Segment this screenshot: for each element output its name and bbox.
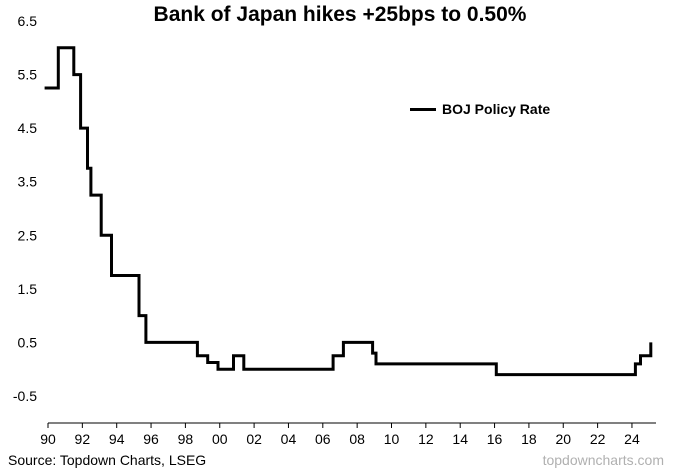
y-tick-label: -0.5 <box>13 388 37 404</box>
source-note: Source: Topdown Charts, LSEG <box>8 452 207 468</box>
x-tick-label: 06 <box>315 431 331 447</box>
watermark: topdowncharts.com <box>542 452 664 468</box>
y-tick-label: 2.5 <box>18 227 38 243</box>
y-tick-label: 5.5 <box>18 67 38 83</box>
x-tick-label: 24 <box>624 431 640 447</box>
y-axis: 6.5 5.5 4.5 3.5 2.5 1.5 0.5 -0.5 <box>13 13 37 404</box>
x-tick-label: 10 <box>384 431 400 447</box>
x-tick-label: 92 <box>75 431 91 447</box>
legend: BOJ Policy Rate <box>410 101 550 117</box>
boj-policy-rate-line <box>44 46 653 377</box>
x-tick-label: 02 <box>246 431 262 447</box>
x-tick-label: 16 <box>487 431 503 447</box>
x-tick-label: 22 <box>590 431 606 447</box>
x-tick-label: 96 <box>143 431 159 447</box>
chart-title: Bank of Japan hikes +25bps to 0.50% <box>153 3 527 26</box>
x-tick-label: 94 <box>109 431 125 447</box>
x-tick-label: 14 <box>452 431 468 447</box>
x-tick-label: 90 <box>40 431 56 447</box>
y-tick-label: 4.5 <box>18 120 38 136</box>
x-axis: 90 92 94 96 98 00 02 04 06 08 10 12 14 16 18 20 22 24 <box>40 423 640 447</box>
x-tick-label: 18 <box>521 431 537 447</box>
y-tick-label: 3.5 <box>18 174 38 190</box>
legend-line-swatch <box>410 107 436 111</box>
y-tick-label: 1.5 <box>18 281 38 297</box>
x-tick-label: 20 <box>555 431 571 447</box>
x-tick-label: 08 <box>349 431 365 447</box>
x-tick-label: 98 <box>178 431 194 447</box>
x-tick-label: 00 <box>212 431 228 447</box>
y-tick-label: 0.5 <box>18 334 38 350</box>
x-tick-label: 12 <box>418 431 434 447</box>
legend-label: BOJ Policy Rate <box>442 101 551 117</box>
x-tick-label: 04 <box>281 431 297 447</box>
y-tick-label: 6.5 <box>18 13 38 29</box>
